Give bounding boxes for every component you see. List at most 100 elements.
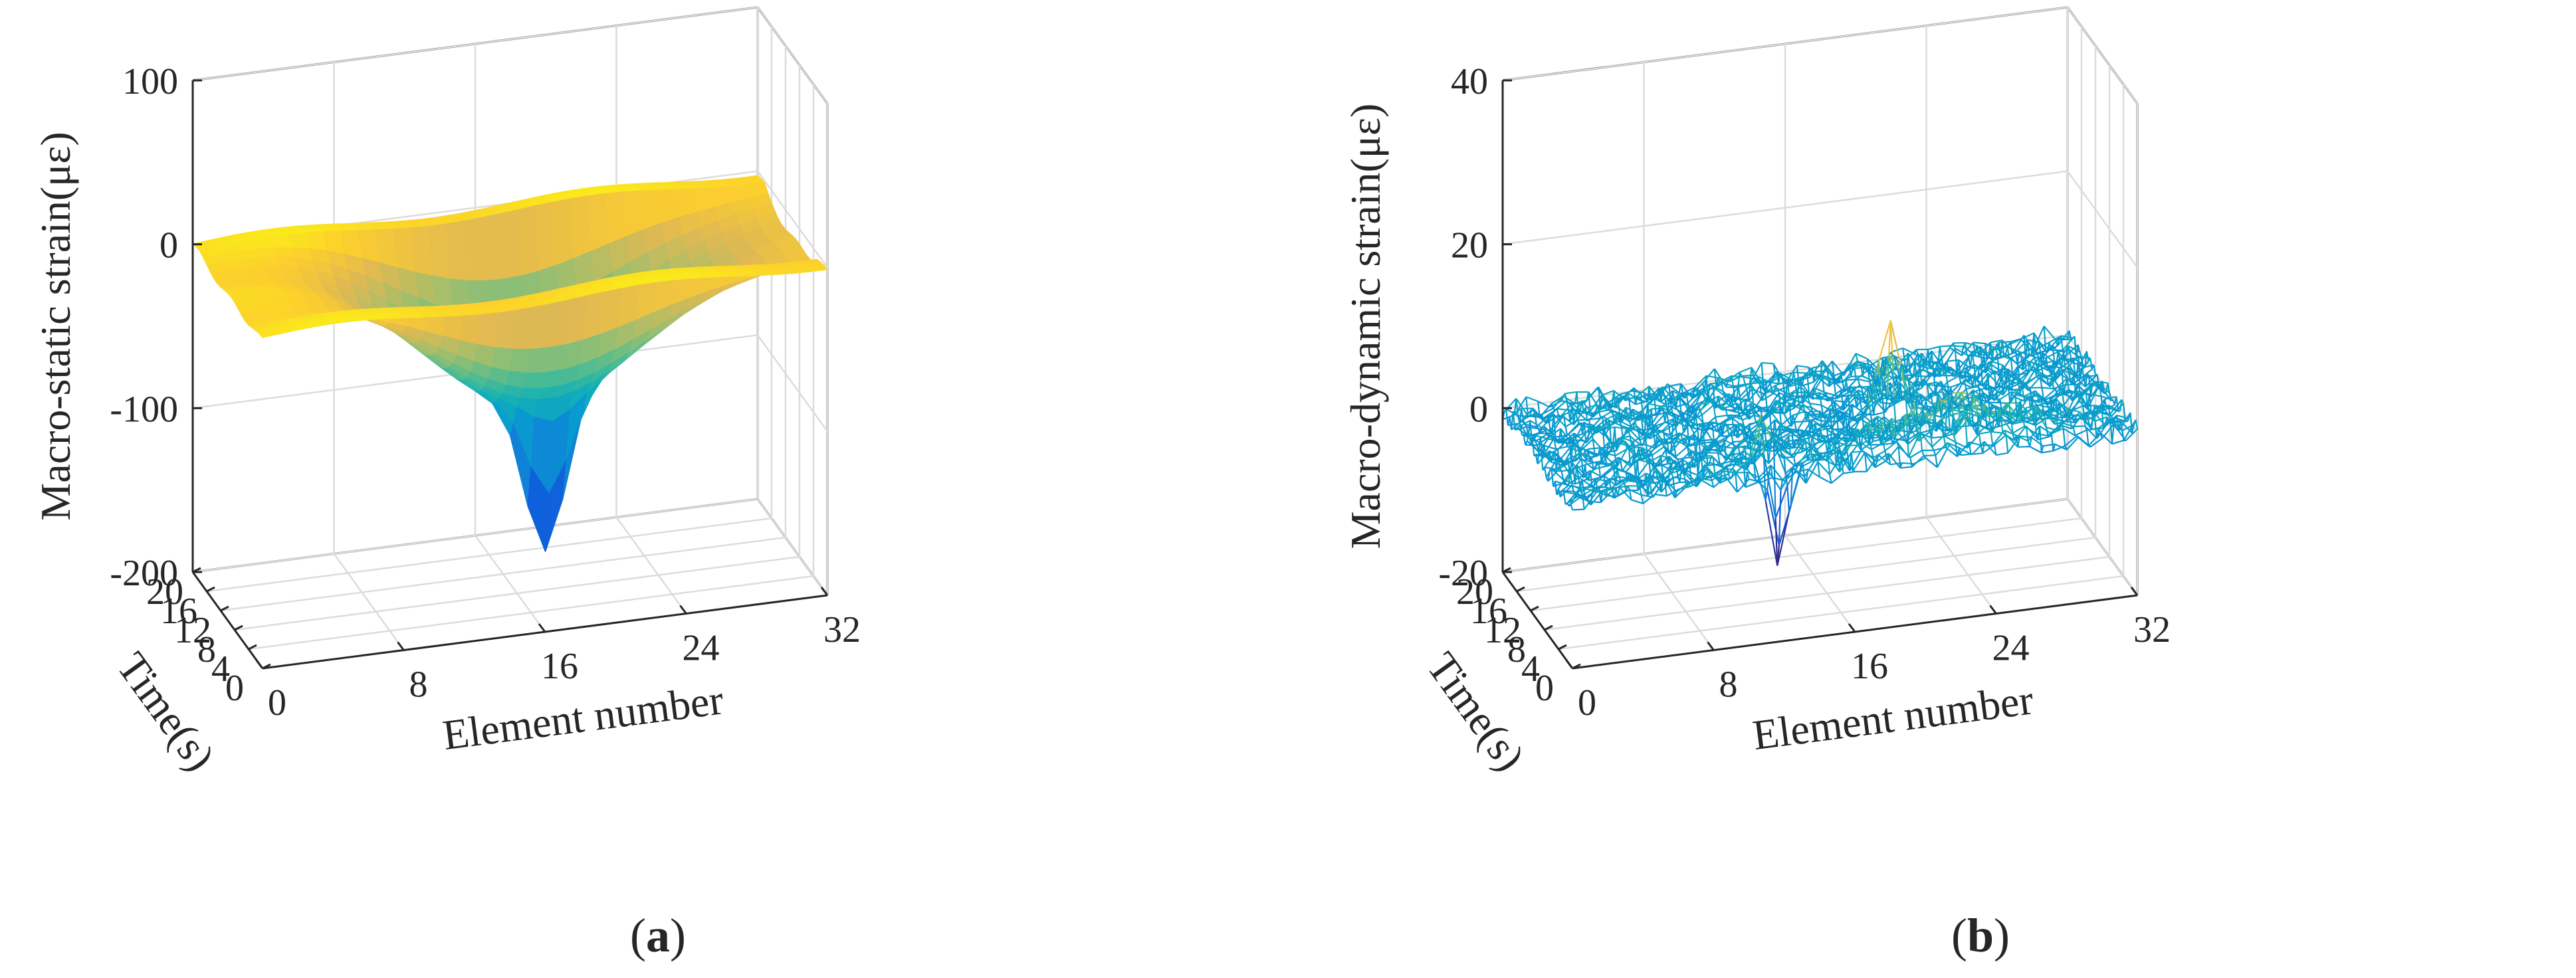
mesh-line (1724, 439, 1737, 447)
mesh-line (1614, 448, 1628, 456)
mesh-line (1761, 362, 1765, 387)
gridline (1502, 498, 2068, 573)
mesh-line (1955, 347, 1968, 356)
mesh-line (1902, 347, 1905, 361)
mesh-line (1570, 504, 1574, 510)
mesh-line (1889, 320, 1893, 355)
mesh-line (1751, 458, 1755, 461)
mesh-line (1936, 399, 1939, 413)
mesh-line (1977, 396, 1981, 400)
mesh-line (1889, 382, 1903, 401)
mesh-line (1973, 342, 1986, 345)
mesh-line (1660, 386, 1664, 402)
chart-b-x-tick-label: 0 (1578, 682, 1596, 724)
chart-b-y-tick-label: 20 (1456, 571, 1493, 613)
mesh-line (2046, 402, 2050, 406)
mesh-line (1727, 455, 1731, 460)
mesh-line (1785, 407, 1789, 413)
mesh-line (2117, 412, 2131, 432)
mesh-line (1561, 468, 1574, 472)
mesh-line (1701, 423, 1705, 441)
mesh-line (1845, 445, 1849, 458)
mesh-line (1936, 361, 1939, 369)
mesh-line (1684, 419, 1687, 423)
mesh-line (1740, 416, 1743, 421)
mesh-line (1741, 375, 1744, 378)
mesh-line (2103, 399, 2107, 408)
mesh-line (1730, 414, 1743, 421)
mesh-line (1831, 425, 1834, 430)
mesh-line (1840, 389, 1844, 411)
mesh-line (1675, 395, 1679, 407)
mesh-line (1885, 425, 1889, 442)
mesh-line (2085, 373, 2098, 388)
mesh-line (1653, 466, 1657, 469)
mesh-line (1725, 476, 1738, 493)
mesh-line (1784, 473, 1788, 486)
mesh-line (2055, 415, 2059, 431)
mesh-line (1866, 360, 1880, 405)
mesh-line (1814, 414, 1818, 421)
mesh-line (1632, 441, 1636, 457)
mesh-line (1741, 374, 1754, 377)
mesh-line (1576, 442, 1580, 452)
mesh-line (1543, 425, 1556, 438)
mesh-line (2086, 373, 2090, 377)
mesh-line (1839, 452, 1852, 472)
mesh-line (1972, 389, 1976, 397)
mesh-line (2109, 413, 2113, 417)
mesh-line (1701, 415, 1705, 428)
mesh-line (1855, 435, 1859, 446)
mesh-line (1991, 417, 1995, 433)
mesh-line (1693, 375, 1707, 389)
mesh-line (1919, 368, 1933, 375)
mesh-line (1630, 464, 1633, 467)
mesh-line (2073, 425, 2086, 428)
mesh-line (1598, 461, 1602, 478)
mesh-line (1987, 372, 2000, 387)
mesh-line (1575, 439, 1578, 444)
mesh-line (1999, 399, 2003, 413)
mesh-line (1763, 417, 1767, 421)
mesh-line (2063, 405, 2067, 417)
mesh-line (1610, 488, 1614, 491)
mesh-line (1965, 342, 1977, 347)
mesh-line (1820, 360, 1823, 378)
mesh-line (2000, 413, 2003, 419)
mesh-line (1814, 440, 1826, 445)
mesh-line (2107, 405, 2111, 415)
mesh-line (1756, 448, 1769, 464)
mesh-line (1617, 413, 1620, 421)
mesh-line (1541, 414, 1545, 419)
mesh-line (2003, 353, 2006, 357)
mesh-line (1931, 446, 1935, 451)
mesh-line (1808, 410, 1820, 413)
mesh-line (1820, 405, 1824, 415)
mesh-line (1717, 396, 1721, 409)
mesh-line (1931, 435, 1945, 448)
mesh-line (1990, 431, 1994, 446)
chart-b-y-tick-labels: 0 4 8 12 16 20 (1456, 571, 1554, 709)
mesh-line (1695, 476, 1699, 487)
mesh-line (2059, 366, 2063, 370)
mesh-line (1709, 468, 1723, 478)
mesh-line (1784, 429, 1787, 432)
mesh-line (1810, 435, 1813, 451)
mesh-line (1765, 444, 1769, 447)
mesh-line (1749, 478, 1761, 484)
mesh-line (1826, 429, 1830, 444)
mesh-line (1824, 422, 1828, 430)
mesh-line (1733, 468, 1737, 474)
mesh-line (2030, 387, 2042, 389)
mesh-line (1673, 419, 1676, 425)
chart-b-y-tick-label: 16 (1470, 591, 1507, 632)
mesh-line (1764, 428, 1767, 444)
mesh-line (2088, 432, 2101, 446)
mesh-line (1783, 455, 1796, 468)
mesh-line (1719, 463, 1723, 468)
mesh-line (1654, 424, 1657, 427)
mesh-line (2054, 377, 2068, 390)
mesh-line (1863, 424, 1867, 433)
mesh-line (1835, 433, 1848, 446)
mesh-line (2026, 383, 2030, 391)
